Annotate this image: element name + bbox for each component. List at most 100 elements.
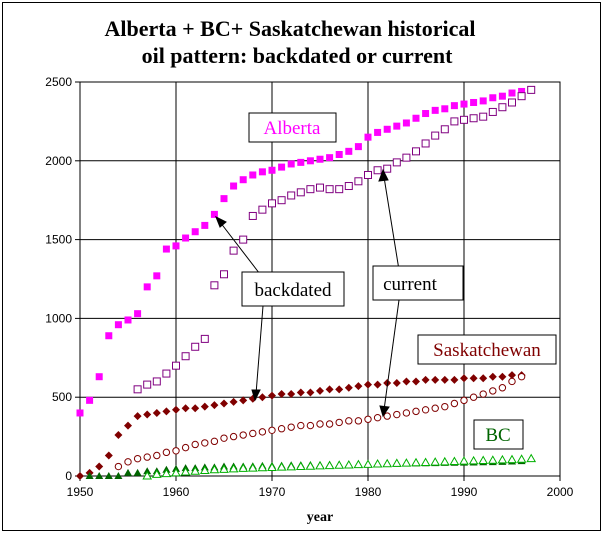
data-point <box>353 459 364 469</box>
data-point <box>143 453 151 461</box>
data-point <box>85 472 94 479</box>
bc-label: BC <box>485 425 510 446</box>
data-point <box>517 92 526 101</box>
series-bc-current <box>142 453 537 480</box>
data-point <box>76 409 84 417</box>
data-point <box>306 157 314 165</box>
series-alberta-current <box>133 85 536 394</box>
data-point <box>257 462 268 472</box>
data-point <box>325 420 334 428</box>
data-point <box>124 458 132 466</box>
data-point <box>229 246 238 255</box>
current-label-box <box>372 265 464 301</box>
data-point <box>343 459 354 469</box>
x-tick-label: 1970 <box>259 485 286 499</box>
x-tick-label: 1980 <box>355 485 382 499</box>
data-point <box>354 382 363 391</box>
data-point <box>412 147 420 156</box>
data-point <box>450 117 459 126</box>
data-point <box>373 413 382 422</box>
data-point <box>364 415 372 423</box>
data-point <box>258 168 266 176</box>
data-point <box>488 107 497 116</box>
data-point <box>431 106 439 114</box>
data-point <box>489 387 497 395</box>
backdated-arrow-saskatchewan <box>255 305 264 395</box>
current-arrow-saskatchewan <box>383 299 400 411</box>
data-point <box>487 455 498 464</box>
data-point <box>345 147 353 155</box>
data-point <box>498 92 506 100</box>
data-point <box>526 453 537 463</box>
data-point <box>143 410 152 419</box>
data-point <box>143 283 151 291</box>
data-point <box>382 458 393 468</box>
data-point <box>277 390 286 399</box>
data-point <box>287 191 296 200</box>
data-point <box>191 342 200 351</box>
data-point <box>402 377 411 386</box>
data-point <box>411 457 421 467</box>
data-point <box>479 97 487 105</box>
data-point <box>249 429 257 438</box>
data-point <box>258 393 267 402</box>
data-point <box>297 158 305 166</box>
data-point <box>239 235 248 244</box>
data-point <box>460 100 468 108</box>
data-point <box>383 412 391 420</box>
data-point <box>286 461 297 471</box>
data-point <box>489 94 497 102</box>
data-point <box>421 375 430 384</box>
data-point <box>412 377 420 386</box>
series-alberta-backdated <box>76 86 535 417</box>
chart-frame <box>2 2 601 531</box>
data-point <box>258 428 267 436</box>
data-point <box>498 384 507 392</box>
data-point <box>431 404 439 412</box>
data-point <box>315 460 325 470</box>
data-point <box>172 242 180 250</box>
data-point <box>402 119 410 127</box>
data-point <box>354 417 363 425</box>
data-point <box>172 361 180 370</box>
data-point <box>171 467 181 477</box>
data-point <box>412 114 420 122</box>
data-point <box>497 454 508 464</box>
data-point <box>210 437 219 446</box>
data-point <box>239 396 248 405</box>
data-point <box>247 463 258 472</box>
data-point <box>441 105 449 113</box>
data-point <box>306 185 315 194</box>
data-point <box>124 316 132 324</box>
plot-area <box>79 81 561 477</box>
data-point <box>133 454 142 463</box>
data-point <box>277 196 286 205</box>
x-axis-ticks: 1950 1960 1970 1980 1990 2000 <box>67 476 574 499</box>
data-point <box>143 467 152 475</box>
data-point <box>258 205 267 214</box>
data-point <box>181 443 190 452</box>
data-point <box>441 402 449 411</box>
data-point <box>153 272 161 280</box>
data-point <box>162 448 171 457</box>
data-point <box>479 112 488 121</box>
data-point <box>151 469 162 478</box>
data-point <box>268 199 276 208</box>
alberta-label: Alberta <box>264 118 322 139</box>
data-point <box>450 399 459 408</box>
data-point <box>162 245 170 253</box>
data-point <box>133 385 142 394</box>
data-point <box>460 396 468 405</box>
data-point <box>114 321 122 329</box>
data-point <box>306 388 315 397</box>
data-point <box>469 374 478 383</box>
data-point <box>181 404 190 413</box>
data-point <box>287 160 295 168</box>
data-point <box>105 332 113 340</box>
data-point <box>182 234 190 242</box>
data-point <box>249 171 257 179</box>
data-point <box>508 377 516 386</box>
backdated-label: backdated <box>254 280 332 301</box>
data-point <box>345 417 353 425</box>
